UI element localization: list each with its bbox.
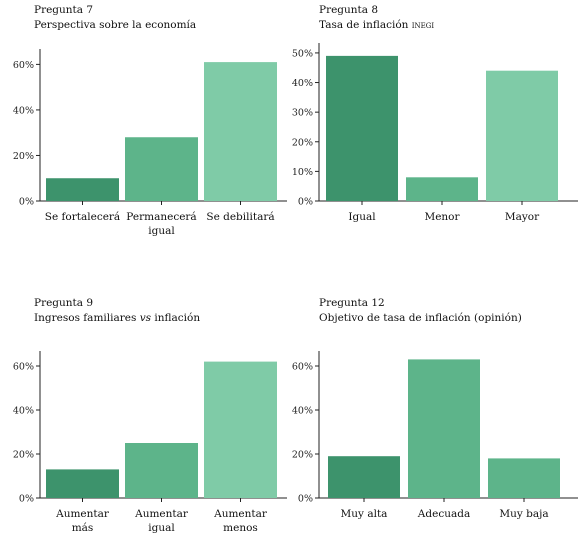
bar — [204, 361, 277, 498]
x-tick-label: Aumentar más — [55, 508, 110, 534]
chart-title: Tasa de inflación inegi — [319, 19, 435, 31]
chart-title-block: Pregunta 7 Perspectiva sobre la economía — [34, 3, 196, 33]
bar-chart: 0% 10% 20% 30% 40% 50% Igual Menor Mayor — [292, 43, 578, 223]
x-tick-label: Se fortalecerá — [45, 211, 120, 223]
bar — [486, 70, 558, 201]
bar — [326, 55, 398, 202]
x-tick-label: Menor — [424, 211, 460, 223]
x-tick-label: Muy baja — [499, 508, 548, 520]
chart-panel-pregunta-9: Pregunta 9 Ingresos familiares vs inflac… — [0, 293, 291, 543]
y-tick-label: 50% — [292, 48, 313, 59]
chart-title-prefix: Pregunta 8 — [319, 4, 379, 16]
x-tick-label: Permanecerá igual — [126, 211, 196, 237]
y-tick-label: 40% — [292, 406, 313, 417]
bar — [204, 62, 277, 201]
bar-chart: 0% 20% 40% 60% Muy alta Adecuada Muy baja — [292, 351, 578, 520]
chart-panel-pregunta-7: Pregunta 7 Perspectiva sobre la economía… — [0, 0, 291, 271]
bar-chart: 0% 20% 40% 60% Se fortalecerá Permanecerá igua… — [13, 49, 287, 237]
bar — [328, 456, 400, 498]
y-tick-label: 60% — [292, 362, 313, 373]
chart-panel-pregunta-8: Pregunta 8 Tasa de inflación inegi 0% 10%… — [291, 0, 582, 271]
y-tick-label: 10% — [292, 167, 313, 178]
bar — [125, 137, 198, 201]
bar — [408, 359, 480, 498]
y-tick-label: 20% — [292, 450, 313, 461]
y-tick-label: 0% — [298, 494, 313, 505]
bar — [125, 443, 198, 498]
x-tick-label: Igual — [348, 211, 376, 223]
y-tick-label: 40% — [13, 406, 34, 417]
chart-title-prefix: Pregunta 7 — [34, 4, 94, 16]
y-tick-label: 20% — [292, 137, 313, 148]
y-tick-label: 20% — [13, 151, 34, 162]
chart-title: Objetivo de tasa de inflación (opinión) — [319, 312, 522, 324]
x-tick-label: Muy alta — [341, 508, 388, 520]
y-tick-label: 0% — [298, 197, 313, 208]
y-tick-label: 20% — [13, 450, 34, 461]
x-tick-label: Mayor — [505, 211, 540, 223]
bar — [406, 177, 478, 201]
chart-title-prefix: Pregunta 12 — [319, 297, 385, 309]
y-tick-label: 30% — [292, 108, 313, 119]
y-tick-label: 60% — [13, 362, 34, 373]
bar-chart: 0% 20% 40% 60% Aumentar más Aumentar igual Aumen… — [13, 351, 287, 534]
y-tick-label: 0% — [19, 494, 34, 505]
x-tick-label: Aumentar menos — [213, 508, 268, 534]
bar — [46, 178, 119, 201]
y-tick-label: 40% — [13, 105, 34, 116]
y-tick-label: 60% — [13, 60, 34, 71]
x-tick-label: Aumentar igual — [134, 508, 189, 534]
chart-title: Perspectiva sobre la economía — [34, 19, 197, 31]
bar — [488, 458, 560, 498]
chart-title-block: Pregunta 8 Tasa de inflación inegi — [319, 3, 434, 33]
chart-title-block: Pregunta 12 Objetivo de tasa de inflació… — [319, 296, 522, 326]
x-tick-label: Adecuada — [417, 508, 470, 520]
bar — [46, 469, 119, 498]
chart-title-block: Pregunta 9 Ingresos familiares vs inflac… — [34, 296, 200, 326]
chart-title: Ingresos familiares vs inflación — [34, 312, 201, 324]
x-tick-label: Se debilitará — [206, 211, 274, 223]
chart-panel-pregunta-12: Pregunta 12 Objetivo de tasa de inflació… — [291, 293, 582, 543]
chart-title-prefix: Pregunta 9 — [34, 297, 94, 309]
y-tick-label: 40% — [292, 78, 313, 89]
y-tick-label: 0% — [19, 197, 34, 208]
